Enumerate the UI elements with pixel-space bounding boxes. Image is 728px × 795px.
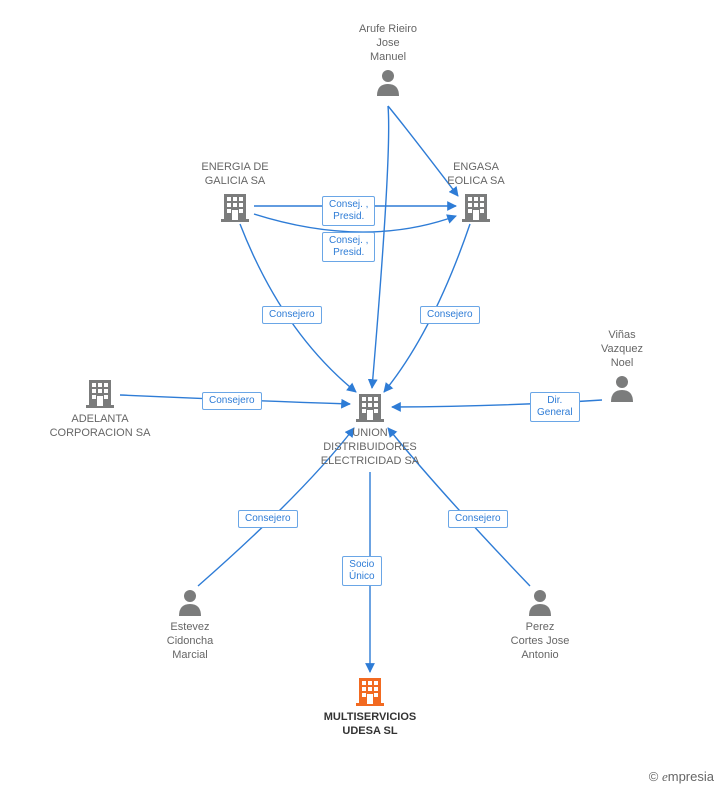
- node-icon-wrap: [406, 192, 546, 222]
- person-icon: [177, 588, 203, 616]
- node-energia[interactable]: ENERGIA DE GALICIA SA: [165, 160, 305, 222]
- edge-label-perez-union: Consejero: [448, 510, 508, 528]
- person-icon: [375, 68, 401, 96]
- node-icon-wrap: [165, 192, 305, 222]
- node-multi[interactable]: MULTISERVICIOS UDESA SL: [300, 676, 440, 738]
- edge-label-adelanta-union: Consejero: [202, 392, 262, 410]
- node-label: ADELANTA CORPORACION SA: [30, 412, 170, 440]
- node-label: Arufe Rieiro Jose Manuel: [318, 22, 458, 64]
- node-icon-wrap: [470, 588, 610, 616]
- node-estevez[interactable]: Estevez Cidoncha Marcial: [120, 588, 260, 662]
- node-label: ENGASA EOLICA SA: [406, 160, 546, 188]
- building-icon: [86, 378, 114, 408]
- diagram-canvas: Consej. , Presid. Consej. , Presid. Consej…: [0, 0, 728, 795]
- building-icon: [462, 192, 490, 222]
- node-perez[interactable]: Perez Cortes Jose Antonio: [470, 588, 610, 662]
- edge-label-engasa-union: Consejero: [420, 306, 480, 324]
- node-icon-wrap: [120, 588, 260, 616]
- person-icon: [609, 374, 635, 402]
- node-vinas[interactable]: Viñas Vazquez Noel: [552, 328, 692, 402]
- node-label: Viñas Vazquez Noel: [552, 328, 692, 370]
- building-icon: [221, 192, 249, 222]
- node-icon-wrap: [552, 374, 692, 402]
- watermark-text: mpresia: [668, 769, 714, 784]
- node-icon-wrap: [300, 676, 440, 706]
- node-icon-wrap: [300, 392, 440, 422]
- edge-label-estevez-union: Consejero: [238, 510, 298, 528]
- node-label: MULTISERVICIOS UDESA SL: [300, 710, 440, 738]
- building-icon: [356, 392, 384, 422]
- node-icon-wrap: [318, 68, 458, 96]
- node-label: Perez Cortes Jose Antonio: [470, 620, 610, 662]
- building-icon: [356, 676, 384, 706]
- edge-label-energia-engasa: Consej. , Presid.: [322, 196, 375, 226]
- person-icon: [527, 588, 553, 616]
- node-icon-wrap: [30, 378, 170, 408]
- edge-label-energia-engasa: Consej. , Presid.: [322, 232, 375, 262]
- edge-label-union-multi: Socio Único: [342, 556, 382, 586]
- node-label: ENERGIA DE GALICIA SA: [165, 160, 305, 188]
- edge-label-energia-union: Consejero: [262, 306, 322, 324]
- node-engasa[interactable]: ENGASA EOLICA SA: [406, 160, 546, 222]
- node-adelanta[interactable]: ADELANTA CORPORACION SA: [30, 378, 170, 440]
- node-label: Estevez Cidoncha Marcial: [120, 620, 260, 662]
- node-union[interactable]: UNION DISTRIBUIDORES ELECTRICIDAD SA: [300, 392, 440, 468]
- node-arufe[interactable]: Arufe Rieiro Jose Manuel: [318, 22, 458, 96]
- watermark: © empresia: [649, 769, 714, 785]
- node-label: UNION DISTRIBUIDORES ELECTRICIDAD SA: [300, 426, 440, 468]
